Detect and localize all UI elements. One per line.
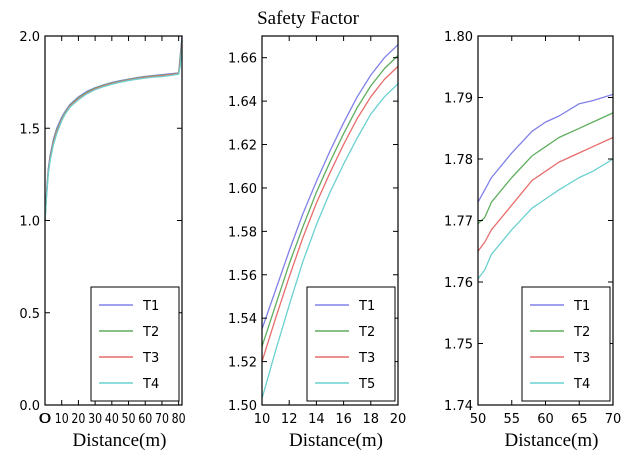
x-tick-label: 50 [122, 412, 136, 427]
x-axis-label: Distance(m) [505, 430, 599, 451]
x-tick-label: 10 [55, 412, 69, 427]
y-tick-label: 1.5 [19, 122, 40, 137]
y-tick-label: 1.50 [228, 399, 257, 414]
x-tick-label: 80 [172, 412, 186, 427]
x-tick-label: 30 [88, 412, 102, 427]
y-tick-label: 1.80 [444, 30, 473, 45]
series-line-T2 [261, 55, 399, 347]
legend: T1 T2 T3 T4 [90, 286, 180, 402]
legend-label-T3: T3 [142, 351, 159, 366]
panel-2: 1.50 1.52 1.54 1.56 1.58 1.60 1.62 1.64 1.66 10 12… [228, 35, 407, 451]
x-tick-label: 40 [105, 412, 119, 427]
legend-label-T3: T3 [573, 351, 590, 366]
legend-label-T4: T4 [573, 377, 590, 392]
x-tick-label: 70 [155, 412, 169, 427]
panel-3: 1.74 1.75 1.76 1.77 1.78 1.79 1.80 50 55 60 65 70 Di… [444, 30, 621, 451]
y-tick-label: 1.77 [444, 215, 473, 230]
series-line-T4 [477, 158, 614, 280]
legend-box [306, 286, 396, 402]
x-tick-label: 60 [138, 412, 152, 427]
y-tick-label: 1.66 [228, 52, 257, 67]
panel-1: 0.0 0.5 1.0 1.5 2.0 0 10 20 30 40 50 60 70 80 Distance… [19, 30, 185, 451]
legend-label-T2: T2 [573, 325, 590, 340]
legend-label-T5: T5 [358, 377, 375, 392]
legend: T1 T2 T3 T5 [306, 286, 396, 402]
y-tick-label: 1.64 [228, 95, 257, 110]
y-tick-label: 1.60 [228, 182, 257, 197]
legend-label-T2: T2 [142, 325, 159, 340]
legend-box [90, 286, 180, 402]
series-line-T1 [477, 93, 614, 203]
chart-panels: 0.00.51.01.52.00 10 20 30 40 50 60 70 80Distance… [19, 30, 621, 451]
series-line-T5 [261, 83, 399, 399]
legend: T1 T2 T3 T4 [521, 286, 611, 402]
plot-frame [261, 35, 399, 406]
legend-label-T1: T1 [142, 299, 159, 314]
x-tick-label: 12 [281, 412, 298, 427]
series-line-T3 [477, 136, 614, 252]
x-tick-label: 20 [71, 412, 85, 427]
legend-label-T1: T1 [358, 299, 375, 314]
y-tick-label: 2.0 [19, 30, 40, 45]
series-line-T3 [44, 43, 183, 221]
x-tick-label: 16 [335, 412, 352, 427]
y-tick-label: 1.76 [444, 276, 473, 291]
y-tick-label: 1.58 [228, 225, 257, 240]
y-tick-label: 1.74 [444, 399, 473, 414]
x-tick-label: 50 [470, 412, 487, 427]
x-tick-label: 14 [308, 412, 325, 427]
y-tick-label: 1.56 [228, 269, 257, 284]
legend-box [521, 286, 611, 402]
y-tick-label: 1.0 [19, 215, 40, 230]
legend-label-T4: T4 [142, 377, 159, 392]
x-axis-label: Distance(m) [73, 430, 167, 451]
y-tick-label: 1.78 [444, 153, 473, 168]
y-tick-label: 1.75 [444, 338, 473, 353]
series-line-T2 [477, 112, 614, 225]
x-axis-label: Distance(m) [289, 430, 383, 451]
series-line-T3 [261, 65, 399, 362]
figure-title: Safety Factor [257, 8, 360, 29]
x-tick-label: 55 [503, 412, 520, 427]
x-tick-label: 20 [390, 412, 407, 427]
x-tick-label: 60 [537, 412, 554, 427]
y-tick-label: 1.54 [228, 312, 257, 327]
y-tick-label: 1.79 [444, 92, 473, 107]
x-tick-label: 0 [38, 412, 52, 427]
x-tick-label: 65 [571, 412, 588, 427]
legend-label-T3: T3 [358, 351, 375, 366]
x-tick-label: 70 [605, 412, 622, 427]
series-line-T1 [44, 35, 183, 221]
series-line-T1 [261, 44, 399, 330]
legend-label-T2: T2 [358, 325, 375, 340]
x-tick-label: 18 [363, 412, 380, 427]
series-line-T4 [44, 47, 183, 221]
x-tick-label: 10 [254, 412, 271, 427]
legend-label-T1: T1 [573, 299, 590, 314]
series-line-T2 [44, 39, 183, 221]
y-tick-label: 1.52 [228, 356, 257, 371]
y-tick-label: 0.5 [19, 307, 40, 322]
y-tick-label: 1.62 [228, 139, 257, 154]
y-tick-label: 0.0 [19, 399, 40, 414]
